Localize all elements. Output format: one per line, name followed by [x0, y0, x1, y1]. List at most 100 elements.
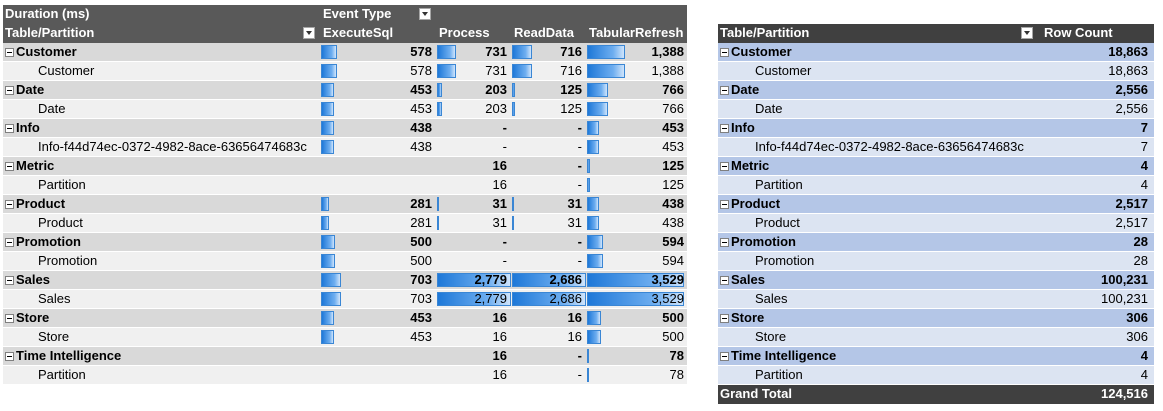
group-row[interactable]: Store 306: [718, 309, 1154, 328]
row-label-text: Info-f44d74ec-0372-4982-8ace-63656474683…: [38, 139, 307, 154]
group-row[interactable]: Metric 4: [718, 157, 1154, 176]
row-label-text: Time Intelligence: [16, 348, 122, 363]
value-executesql: 453: [410, 82, 432, 97]
data-bar-tabularrefresh: [587, 140, 599, 154]
collapse-minus-icon[interactable]: [720, 314, 729, 324]
value-tabularrefresh: 3,529: [651, 291, 684, 306]
data-bar-tabularrefresh: [587, 235, 603, 249]
value-executesql: [321, 347, 432, 365]
data-bar-executesql: [321, 311, 334, 325]
duration-pivot-table: Duration (ms) Event Type Table/Partition…: [3, 5, 687, 385]
row-label: Promotion: [38, 252, 97, 270]
detail-row: Store 306: [718, 328, 1154, 347]
group-row[interactable]: Promotion 500 - - 594: [3, 233, 687, 252]
collapse-minus-icon[interactable]: [5, 352, 14, 362]
data-bar-readdata: [512, 292, 586, 306]
collapse-minus-icon[interactable]: [5, 276, 14, 286]
collapse-minus-icon[interactable]: [720, 276, 729, 286]
data-bar-process: [437, 45, 456, 59]
collapse-minus-icon[interactable]: [720, 238, 729, 248]
collapse-minus-icon[interactable]: [5, 124, 14, 134]
group-row[interactable]: Date 2,556: [718, 81, 1154, 100]
row-label: Customer: [38, 62, 94, 80]
data-bar-process: [437, 102, 442, 116]
value-tabularrefresh: 438: [662, 196, 684, 211]
group-row[interactable]: Date 453 203 125 766: [3, 81, 687, 100]
row-label: Partition: [755, 176, 803, 194]
data-bar-tabularrefresh: [587, 102, 608, 116]
collapse-minus-icon[interactable]: [5, 314, 14, 324]
value-executesql: 578: [410, 63, 432, 78]
value-process: 16: [492, 329, 507, 344]
detail-row: Partition 16 - 125: [3, 176, 687, 195]
row-label: Time Intelligence: [5, 347, 121, 365]
data-bar-tabularrefresh: [587, 292, 684, 306]
group-row[interactable]: Store 453 16 16 500: [3, 309, 687, 328]
data-bar-executesql: [321, 102, 334, 116]
group-row[interactable]: Product 2,517: [718, 195, 1154, 214]
group-row[interactable]: Info 438 - - 453: [3, 119, 687, 138]
row-label-text: Promotion: [731, 234, 796, 249]
group-row[interactable]: Time Intelligence 4: [718, 347, 1154, 366]
row-label-text: Product: [16, 196, 66, 211]
group-row[interactable]: Metric 16 - 125: [3, 157, 687, 176]
collapse-minus-icon[interactable]: [5, 238, 14, 248]
value-readdata: 716: [560, 44, 582, 59]
row-label-text: Sales: [755, 291, 788, 306]
group-row[interactable]: Product 281 31 31 438: [3, 195, 687, 214]
value-readdata: 2,686: [549, 291, 582, 306]
pivot-body: Customer 578 731 716 1,388 Customer 578 731 716 1…: [3, 43, 687, 385]
data-bar-tabularrefresh: [587, 83, 608, 97]
group-row[interactable]: Promotion 28: [718, 233, 1154, 252]
value-executesql: 438: [410, 139, 432, 154]
data-bar-process: [437, 83, 442, 97]
row-label: Customer: [720, 43, 792, 61]
row-label-text: Customer: [38, 63, 95, 78]
collapse-minus-icon[interactable]: [720, 162, 729, 172]
detail-row: Product 2,517: [718, 214, 1154, 233]
collapse-minus-icon[interactable]: [5, 86, 14, 96]
value-field-label: Row Count: [1044, 25, 1113, 40]
detail-row: Info-f44d74ec-0372-4982-8ace-63656474683…: [718, 138, 1154, 157]
row-label-text: Date: [731, 82, 760, 97]
row-label-text: Partition: [755, 367, 803, 382]
collapse-minus-icon[interactable]: [5, 200, 14, 210]
row-label: Sales: [5, 271, 50, 289]
row-label: Info: [720, 119, 755, 137]
group-row[interactable]: Sales 100,231: [718, 271, 1154, 290]
group-row[interactable]: Customer 578 731 716 1,388: [3, 43, 687, 62]
row-label: Partition: [38, 366, 86, 384]
collapse-minus-icon[interactable]: [5, 48, 14, 58]
row-label-text: Partition: [38, 367, 86, 382]
value-tabularrefresh: 453: [662, 120, 684, 135]
value-executesql: [321, 366, 432, 384]
data-bar-executesql: [321, 140, 334, 154]
pivot-header-row-2: Table/Partition ExecuteSql Process ReadD…: [3, 24, 687, 43]
row-label: Product: [720, 195, 780, 213]
group-row[interactable]: Sales 703 2,779 2,686 3,529: [3, 271, 687, 290]
table-partition-filter-dropdown-icon[interactable]: [303, 27, 315, 39]
collapse-minus-icon[interactable]: [720, 352, 729, 362]
group-row[interactable]: Time Intelligence 16 - 78: [3, 347, 687, 366]
collapse-minus-icon[interactable]: [5, 162, 14, 172]
group-row[interactable]: Customer 18,863: [718, 43, 1154, 62]
row-label: Time Intelligence: [720, 347, 836, 365]
collapse-minus-icon[interactable]: [720, 124, 729, 134]
row-field-label: Table/Partition: [5, 25, 95, 40]
row-count-value: 18,863: [1108, 44, 1148, 59]
row-label-text: Time Intelligence: [731, 348, 837, 363]
data-bar-tabularrefresh: [587, 45, 625, 59]
group-row[interactable]: Info 7: [718, 119, 1154, 138]
data-bar-tabularrefresh: [587, 159, 590, 173]
row-count-value: 4: [1140, 177, 1148, 192]
collapse-minus-icon[interactable]: [720, 200, 729, 210]
row-count-value: 306: [1126, 310, 1148, 325]
row-label-text: Partition: [38, 177, 86, 192]
collapse-minus-icon[interactable]: [720, 48, 729, 58]
collapse-minus-icon[interactable]: [720, 86, 729, 96]
row-label-text: Customer: [16, 44, 77, 59]
table-partition-filter-dropdown-icon[interactable]: [1021, 27, 1033, 39]
event-type-filter-dropdown-icon[interactable]: [419, 8, 431, 20]
value-tabularrefresh: 78: [669, 367, 684, 382]
values-field-label: Duration (ms): [5, 6, 90, 21]
